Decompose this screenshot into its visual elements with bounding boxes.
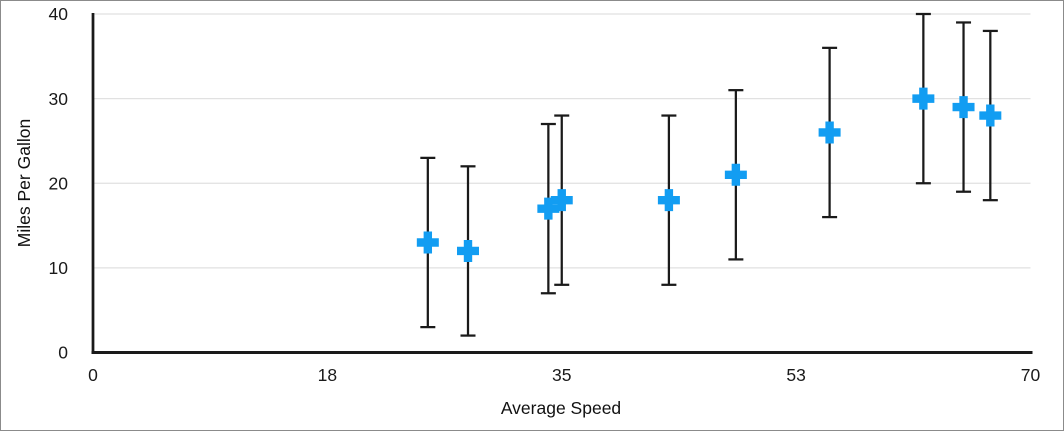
y-tick-label: 40 [49,4,69,24]
axes-group [91,13,1033,354]
error-bars-group [420,12,998,337]
scatter-point-marker [724,163,747,186]
scatter-point-marker [979,104,1002,127]
x-tick-label: 18 [318,365,337,385]
scatter-point-marker [912,87,935,110]
scatter-point-marker [952,96,975,119]
scatter-point-marker [416,231,439,254]
x-tick-label: 0 [88,365,98,385]
scatter-point-marker [457,239,479,262]
y-tick-label: 20 [49,173,69,193]
y-axis-title: Miles Per Gallon [14,119,34,247]
x-axis-title: Average Speed [501,398,621,418]
x-tick-label: 53 [786,365,805,385]
scatter-point-marker [537,197,560,220]
scatter-point-marker [550,189,573,212]
y-tick-label: 0 [58,343,68,363]
tick-labels-group: 0 10 20 30 40 0 18 35 53 70 [49,4,1041,385]
markers-group [416,87,1002,262]
scatter-point-marker [657,189,680,212]
scatter-point-marker [818,121,841,144]
y-tick-label: 10 [49,258,69,278]
y-tick-label: 30 [49,89,69,109]
x-tick-label: 70 [1021,365,1041,385]
x-tick-label: 35 [552,365,571,385]
